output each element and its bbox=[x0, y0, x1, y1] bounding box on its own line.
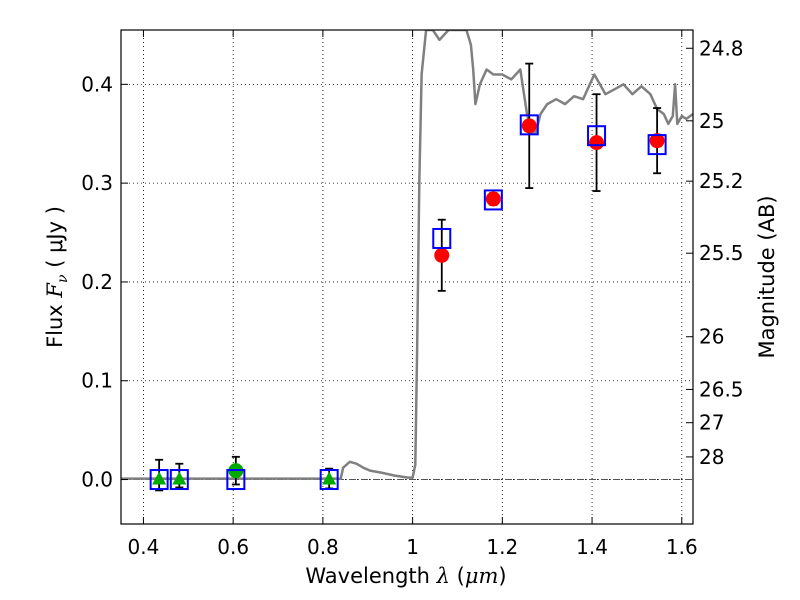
upper-limit-triangle bbox=[172, 471, 187, 485]
magnitude-tick-label: 24.8 bbox=[699, 36, 744, 60]
y-tick-label: 0.2 bbox=[81, 270, 113, 294]
detection-point bbox=[434, 247, 450, 263]
x-tick-label: 0.8 bbox=[307, 535, 339, 559]
detection-point bbox=[521, 118, 537, 134]
spectrum-layer bbox=[121, 30, 693, 480]
magnitude-tick-label: 25.5 bbox=[699, 241, 744, 265]
model-band-flux-box bbox=[519, 114, 539, 136]
x-axis-title: Wavelength λ (μm) bbox=[305, 564, 506, 588]
model-band-flux-box bbox=[483, 189, 503, 211]
magnitude-tick-label: 27 bbox=[699, 411, 724, 435]
model-band-flux-box bbox=[587, 125, 607, 147]
model-band-flux-box bbox=[169, 469, 189, 491]
detection-point bbox=[589, 135, 605, 151]
marker-layer bbox=[149, 62, 667, 492]
detection-point bbox=[485, 191, 501, 207]
model-band-flux-box bbox=[149, 469, 169, 491]
y-tick-label: 0.3 bbox=[81, 171, 113, 195]
plot-area bbox=[121, 30, 693, 524]
magnitude-tick-label: 25.2 bbox=[699, 169, 744, 193]
magnitude-tick-label: 26 bbox=[699, 325, 724, 349]
y-axis-title: Flux Fν ( μJy ) bbox=[43, 206, 71, 348]
x-tick-label: 0.6 bbox=[217, 535, 249, 559]
upper-limit-triangle bbox=[322, 471, 337, 485]
magnitude-tick-label: 26.5 bbox=[699, 377, 744, 401]
x-tick-label: 1.2 bbox=[486, 535, 518, 559]
magnitude-tick-label: 25 bbox=[699, 109, 724, 133]
model-band-flux-box bbox=[319, 469, 339, 491]
magnitude-tick-label: 28 bbox=[699, 445, 724, 469]
model-band-flux-box bbox=[432, 227, 452, 249]
detection-point bbox=[649, 133, 665, 149]
y-tick-label: 0.0 bbox=[81, 468, 113, 492]
upper-limit-triangle bbox=[152, 471, 167, 485]
x-tick-label: 0.4 bbox=[128, 535, 160, 559]
model-spectrum-line bbox=[121, 30, 693, 480]
y-tick-label: 0.1 bbox=[81, 369, 113, 393]
x-tick-label: 1.4 bbox=[576, 535, 608, 559]
axis-ticks: 0.4 0.6 0.8 1 1.2 1.4 1.6 0.0 0.1 0.2 0.3 0.4 24.8 25… bbox=[81, 30, 744, 559]
right-axis-title: Magnitude (AB) bbox=[755, 195, 779, 358]
x-tick-label: 1 bbox=[406, 535, 419, 559]
x-tick-label: 1.6 bbox=[666, 535, 698, 559]
model-band-flux-box bbox=[226, 469, 246, 491]
model-band-flux-box bbox=[647, 134, 667, 156]
plot-frame bbox=[120, 29, 694, 525]
y-tick-label: 0.4 bbox=[81, 72, 113, 96]
grid bbox=[121, 30, 693, 524]
